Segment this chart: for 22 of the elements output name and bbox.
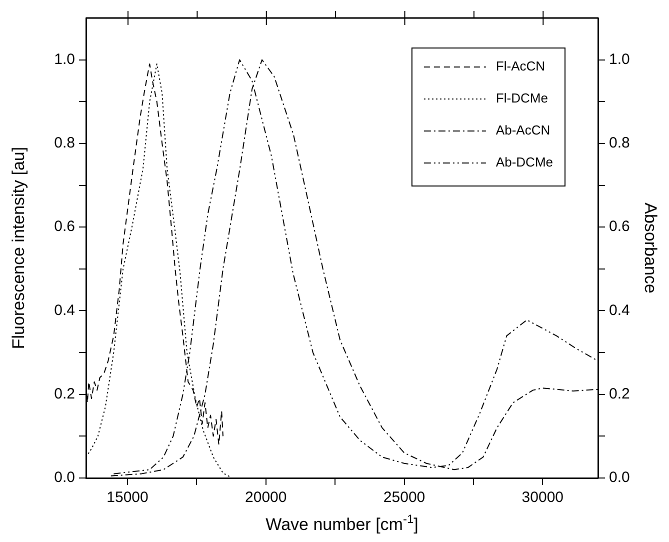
y-axis-title: Fluorescence intensity [au] [9, 146, 28, 350]
y2-tick-label: 0.4 [609, 302, 630, 319]
y2-tick-label: 1.0 [609, 50, 630, 68]
x-tick-label: 20000 [245, 489, 287, 506]
y-tick-label: 0.4 [54, 302, 75, 319]
y-tick-label: 0.0 [54, 469, 75, 486]
y2-tick-label: 0.6 [609, 218, 630, 236]
y2-tick-label: 0.0 [609, 469, 630, 486]
legend-label: Fl-DCMe [496, 90, 548, 106]
y2-axis-title: Absorbance [641, 202, 660, 294]
legend-label: Ab-AcCN [496, 122, 550, 138]
y-tick-label: 1.0 [54, 50, 75, 68]
y-tick-label: 0.2 [54, 386, 75, 403]
y2-tick-label: 0.8 [609, 134, 630, 152]
y-tick-label: 0.6 [54, 218, 75, 236]
y-tick-label: 0.8 [54, 134, 75, 152]
legend-label: Fl-AcCN [496, 58, 546, 74]
y2-tick-label: 0.2 [609, 386, 630, 403]
x-tick-label: 15000 [106, 489, 148, 506]
legend-label: Ab-DCMe [496, 154, 554, 170]
x-tick-label: 25000 [383, 489, 426, 506]
x-tick-label: 30000 [522, 489, 564, 506]
